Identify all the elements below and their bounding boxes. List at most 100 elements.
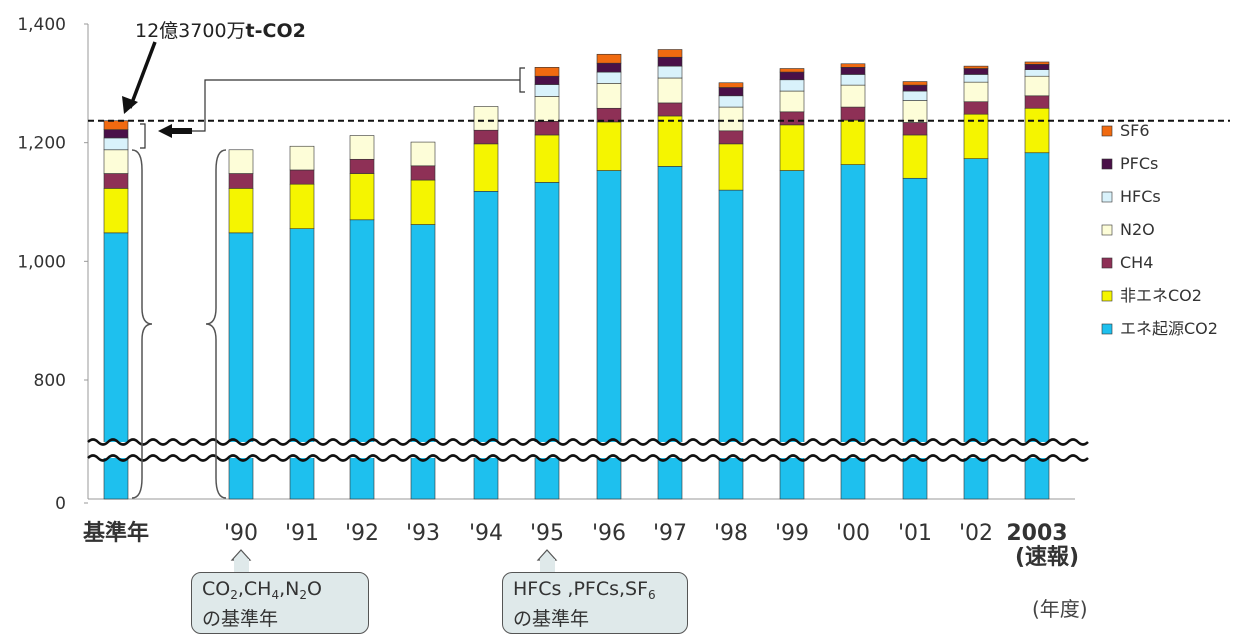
bar-segment bbox=[902, 84, 928, 92]
bar-segment bbox=[228, 149, 254, 174]
bar-segment bbox=[1024, 61, 1050, 65]
callout-1-pointer bbox=[230, 549, 252, 561]
category-label: '97 bbox=[653, 521, 687, 546]
category-label: 2003 bbox=[1006, 521, 1067, 546]
bar-stack bbox=[1024, 61, 1050, 500]
legend-swatch bbox=[1101, 290, 1113, 302]
bar-segment bbox=[534, 134, 560, 183]
bar-stacks bbox=[103, 49, 1050, 500]
bar-stack bbox=[902, 81, 928, 500]
callout-2-joint bbox=[540, 559, 555, 575]
bar-segment bbox=[963, 74, 989, 83]
unit-label-fiscal-year: (年度) bbox=[1032, 597, 1088, 621]
bar-segment bbox=[349, 173, 375, 221]
bar-segment bbox=[473, 129, 499, 145]
bar-segment bbox=[657, 56, 683, 67]
brace-base-year bbox=[131, 149, 153, 499]
bar-segment bbox=[596, 121, 622, 171]
legend-label: 非エネCO2 bbox=[1120, 286, 1202, 305]
bar-segment bbox=[596, 53, 622, 64]
callout-hfcs-pfcs-sf6-base-year: HFCs ,PFCs,SF6 の基準年 bbox=[502, 572, 688, 634]
legend-label: エネ起源CO2 bbox=[1120, 319, 1218, 338]
bar-stack bbox=[840, 63, 866, 500]
category-label: '99 bbox=[775, 521, 809, 546]
bar-segment bbox=[657, 115, 683, 167]
bar-stack bbox=[534, 67, 560, 500]
bar-segment bbox=[963, 113, 989, 159]
bar-segment bbox=[779, 68, 805, 73]
category-label: '95 bbox=[530, 521, 564, 546]
bar-segment bbox=[840, 84, 866, 108]
bar-segment bbox=[473, 106, 499, 131]
category-label: '96 bbox=[592, 521, 626, 546]
legend-label: PFCs bbox=[1120, 154, 1158, 173]
bar-segment bbox=[534, 67, 560, 77]
legend-swatch bbox=[1101, 125, 1113, 137]
bracket-95 bbox=[519, 67, 525, 93]
legend-swatch bbox=[1101, 224, 1113, 236]
bar-segment bbox=[289, 169, 315, 185]
callout-co2-ch4-n2o-base-year: CO2,CH4,N2O の基準年 bbox=[191, 572, 369, 634]
bar-stack bbox=[963, 65, 989, 500]
bar-segment bbox=[103, 188, 129, 234]
legend: SF6 PFCs HFCs N2O CH4 非エネCO2 エネ起源CO2 bbox=[1101, 121, 1218, 338]
bar-segment bbox=[718, 95, 744, 108]
bar-segment bbox=[779, 111, 805, 126]
y-tick-label: 0 bbox=[55, 494, 66, 514]
bar-segment bbox=[902, 100, 928, 123]
bar-segment bbox=[1024, 69, 1050, 77]
bar-segment bbox=[596, 62, 622, 73]
connector-line bbox=[170, 79, 520, 132]
bar-segment bbox=[1024, 107, 1050, 154]
bar-segment bbox=[779, 124, 805, 171]
bar-segment bbox=[840, 63, 866, 68]
bar-segment bbox=[103, 120, 129, 130]
bar-segment bbox=[902, 81, 928, 86]
bar-stack bbox=[657, 49, 683, 500]
callout-1-joint bbox=[234, 559, 249, 575]
bar-segment bbox=[228, 173, 254, 189]
bar-segment bbox=[840, 106, 866, 121]
connector-arrowhead bbox=[158, 124, 172, 138]
legend-swatch bbox=[1101, 158, 1113, 170]
bar-segment bbox=[718, 87, 744, 97]
bar-segment bbox=[410, 179, 436, 225]
base-year-total-unit: t-CO2 bbox=[245, 20, 306, 42]
bar-segment bbox=[657, 102, 683, 117]
callout-1-line2: の基準年 bbox=[202, 608, 279, 630]
bar-segment bbox=[596, 71, 622, 84]
legend-swatch bbox=[1101, 191, 1113, 203]
brace-1990 bbox=[205, 149, 227, 499]
bar-segment bbox=[349, 135, 375, 160]
bar-segment bbox=[410, 141, 436, 167]
category-label: 基準年 bbox=[83, 520, 149, 546]
bar-segment bbox=[657, 77, 683, 104]
legend-label: CH4 bbox=[1120, 253, 1153, 272]
axis-break-line bbox=[87, 454, 1089, 462]
category-label: '91 bbox=[285, 521, 319, 546]
axis-break-line bbox=[87, 438, 1089, 446]
bar-segment bbox=[289, 145, 315, 171]
axis-break-band bbox=[89, 442, 1086, 458]
bar-segment bbox=[718, 130, 744, 145]
bar-segment bbox=[103, 137, 129, 151]
category-sublabel: (速報) bbox=[1015, 544, 1079, 570]
base-year-total-number: 12億3700万 bbox=[135, 20, 246, 42]
callout-1-line1: CO2,CH4,N2O bbox=[202, 578, 322, 602]
y-tick-label: 1,000 bbox=[17, 252, 66, 272]
legend-swatch bbox=[1101, 257, 1113, 269]
bar-segment bbox=[963, 65, 989, 69]
category-label: '02 bbox=[959, 521, 993, 546]
y-tick-label: 1,200 bbox=[17, 134, 66, 154]
category-label: '01 bbox=[898, 521, 932, 546]
category-label: '90 bbox=[224, 521, 258, 546]
bar-segment bbox=[902, 122, 928, 136]
bar-segment bbox=[963, 101, 989, 115]
bar-segment bbox=[840, 119, 866, 165]
bar-segment bbox=[596, 83, 622, 109]
bar-segment bbox=[718, 106, 744, 132]
bar-segment bbox=[779, 90, 805, 113]
bar-segment bbox=[779, 79, 805, 92]
bar-segment bbox=[902, 90, 928, 101]
bar-segment bbox=[1024, 75, 1050, 97]
